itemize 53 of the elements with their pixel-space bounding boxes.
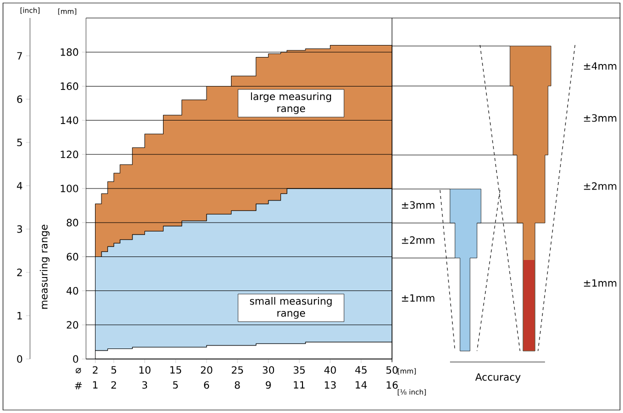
x2-tick-label: 5	[173, 381, 178, 389]
text: #	[74, 382, 82, 390]
y2-tick-label: 4	[16, 182, 22, 190]
x-tick-label: 25	[232, 366, 243, 374]
y2-tick-label: 7	[17, 52, 22, 60]
x2-tick-label: 8	[234, 381, 240, 389]
text: measuring range	[40, 224, 50, 309]
x2-tick-label: 13	[324, 381, 336, 389]
x2-tick-label: 16	[386, 381, 398, 389]
y2-tick-label: 0	[17, 355, 22, 363]
text: ⌀	[76, 368, 82, 374]
text: ±1mm	[584, 279, 616, 287]
y-tick-label: 40	[66, 287, 78, 295]
y2-tick-label: 2	[17, 268, 22, 276]
x2-tick-label: 2	[111, 381, 116, 389]
series-label: small measuring range	[250, 297, 332, 319]
text: ±1mm	[402, 294, 434, 302]
x-tick-label: 45	[355, 366, 367, 374]
y-tick-label: 0	[73, 355, 78, 363]
x-tick-label: 15	[170, 366, 182, 374]
text: ±4mm	[584, 62, 616, 70]
x2-tick-label: 11	[294, 381, 305, 388]
x2-tick-label: 3	[142, 381, 148, 389]
y2-tick-label: 1	[18, 312, 22, 320]
series-label: large measuring range	[251, 92, 332, 114]
y-tick-label: 20	[66, 321, 78, 329]
x-tick-label: 50	[386, 366, 398, 374]
x-tick-label: 35	[294, 366, 305, 374]
y-tick-label: 100	[60, 184, 78, 192]
text: ±3mm	[584, 114, 616, 122]
text: ±2mm	[584, 182, 616, 190]
text: ±2mm	[402, 236, 434, 244]
x2-tick-label: 1	[93, 381, 98, 388]
x2-tick-label: 6	[204, 381, 210, 389]
x-tick-label: 20	[200, 366, 212, 374]
x2-tick-label: 9	[266, 381, 271, 389]
y2-tick-label: 3	[17, 225, 22, 233]
x-tick-label: 2	[92, 366, 98, 374]
y-tick-label: 180	[60, 48, 78, 56]
x-tick-label: 40	[324, 366, 336, 374]
text: Accuracy	[475, 373, 521, 383]
y2-tick-label: 5	[17, 138, 22, 146]
y-tick-label: 80	[66, 218, 78, 226]
y2-tick-label: 6	[17, 95, 22, 103]
y-tick-label: 160	[60, 82, 78, 90]
x-tick-label: 10	[139, 366, 150, 374]
x-tick-label: 30	[262, 366, 274, 374]
text: ±3mm	[402, 201, 434, 209]
y-tick-label: 60	[66, 252, 78, 260]
x2-tick-label: 14	[356, 381, 367, 388]
y-tick-label: 120	[60, 150, 78, 158]
y-tick-label: 140	[60, 116, 78, 124]
x-tick-label: 5	[111, 366, 116, 374]
